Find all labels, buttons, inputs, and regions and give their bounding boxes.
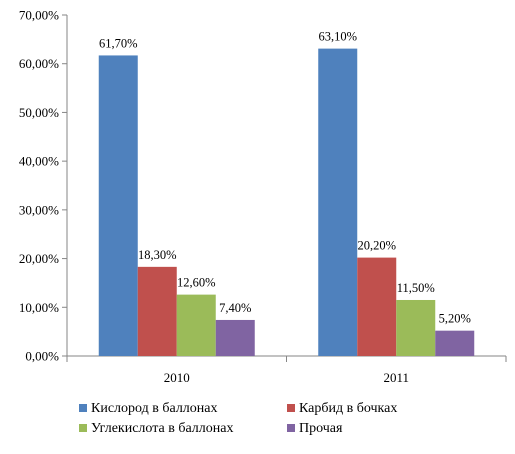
data-label: 7,40% — [219, 301, 251, 315]
y-tick-label: 10,00% — [19, 300, 59, 315]
legend-swatch — [79, 404, 87, 412]
legend-swatch — [79, 424, 87, 432]
y-tick-label: 70,00% — [19, 8, 59, 23]
bar — [435, 330, 475, 356]
data-label: 18,30% — [138, 248, 177, 262]
legend-label: Карбид в бочках — [299, 401, 397, 416]
legend-label: Прочая — [299, 421, 343, 436]
data-label: 11,50% — [397, 281, 435, 295]
bar — [176, 294, 216, 356]
data-label: 63,10% — [318, 30, 357, 44]
data-label: 12,60% — [177, 276, 216, 290]
bar — [215, 319, 255, 356]
bar — [137, 266, 177, 356]
bar — [98, 55, 138, 356]
y-tick-label: 30,00% — [19, 202, 59, 217]
x-category-label: 2010 — [164, 370, 190, 385]
legend-swatch — [287, 404, 295, 412]
legend-swatch — [287, 424, 295, 432]
y-tick-label: 50,00% — [19, 105, 59, 120]
legend: Кислород в баллонах Карбид в бочках Углеки… — [79, 401, 397, 436]
x-category-label: 2011 — [383, 370, 409, 385]
y-tick-label: 0,00% — [25, 349, 59, 364]
y-tick-label: 20,00% — [19, 251, 59, 266]
data-labels: 61,70% 18,30%12,60%7,40% 63,10% 20,20% 11,50… — [99, 30, 471, 326]
y-tick-label: 40,00% — [19, 154, 59, 169]
data-label: 20,20% — [357, 239, 396, 253]
bar — [396, 299, 436, 356]
y-axis: 0,00% 10,00% 20,00% 30,00% 40,00% 50,00% 60,00… — [19, 8, 68, 364]
x-axis: 2010 2011 — [66, 355, 507, 385]
bars — [98, 48, 475, 357]
data-label: 61,70% — [99, 36, 138, 50]
data-label: 5,20% — [439, 312, 471, 326]
bar — [318, 48, 358, 357]
legend-label: Кислород в баллонах — [91, 401, 218, 416]
legend-label: Углекислота в баллонах — [91, 421, 233, 436]
y-tick-label: 60,00% — [19, 56, 59, 71]
bar — [357, 257, 397, 356]
